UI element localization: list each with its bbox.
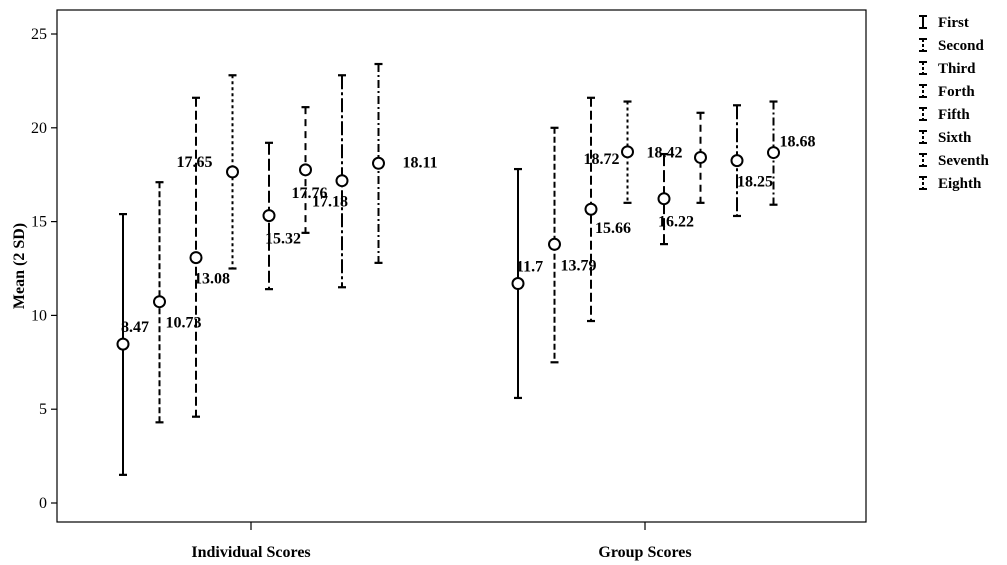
data-label: 17.65 — [177, 154, 213, 171]
error-bar-second: 13.79 — [548, 126, 597, 364]
legend-item-sixth: Sixth — [919, 130, 972, 146]
legend-label: Eighth — [938, 176, 982, 192]
data-label: 10.73 — [166, 315, 202, 332]
mean-point — [226, 165, 239, 179]
error-bar-eighth: 18.11 — [372, 62, 438, 264]
legend-item-forth: Forth — [919, 84, 975, 100]
legend-label: Fifth — [938, 107, 970, 123]
mean-point — [730, 154, 744, 168]
y-tick-label: 5 — [39, 401, 47, 418]
mean-point — [372, 156, 385, 170]
x-category-label: Group Scores — [598, 544, 691, 561]
error-bar-eighth: 18.68 — [767, 100, 816, 206]
error-bar-third: 13.08 — [189, 96, 230, 418]
data-label: 13.79 — [561, 257, 597, 274]
error-bar-seventh: 18.25 — [730, 104, 773, 218]
mean-point — [621, 145, 634, 159]
error-bar-second: 10.73 — [153, 181, 202, 424]
data-label: 15.32 — [265, 231, 301, 248]
data-label: 18.72 — [584, 151, 620, 168]
mean-point — [299, 163, 312, 177]
data-label: 16.22 — [658, 214, 694, 231]
error-bar-fifth: 15.32 — [262, 141, 301, 291]
legend-item-seventh: Seventh — [919, 153, 989, 169]
data-label: 13.08 — [194, 271, 230, 288]
mean-point — [189, 251, 203, 265]
data-label: 8.47 — [121, 319, 149, 336]
error-bar-seventh: 17.18 — [312, 74, 349, 289]
legend-item-eighth: Eighth — [919, 176, 982, 192]
y-tick-label: 20 — [31, 120, 47, 137]
y-tick-label: 25 — [31, 26, 47, 43]
legend-item-fifth: Fifth — [919, 107, 970, 123]
error-bar-first: 11.7 — [511, 167, 543, 400]
data-label: 18.11 — [403, 154, 438, 171]
data-label: 17.76 — [292, 185, 328, 202]
error-bar-third: 15.66 — [584, 96, 631, 323]
error-bar-fifth: 16.22 — [657, 152, 694, 246]
legend-label: Sixth — [938, 130, 972, 146]
error-bar-sixth: 18.42 — [647, 111, 707, 204]
legend-item-second: Second — [919, 38, 985, 54]
mean-point — [694, 150, 707, 164]
error-bar-first: 8.47 — [116, 212, 149, 476]
y-tick-label: 15 — [31, 214, 47, 231]
legend-label: Second — [938, 38, 985, 54]
x-category-label: Individual Scores — [191, 544, 310, 561]
legend-label: Third — [938, 61, 976, 77]
legend-label: Forth — [938, 84, 975, 100]
error-bar-forth: 17.65 — [177, 74, 239, 270]
plot-frame — [56, 9, 867, 523]
legend-label: First — [938, 15, 969, 31]
mean-point — [262, 209, 276, 223]
y-tick-label: 0 — [39, 495, 47, 512]
error-bar-forth: 18.72 — [584, 100, 634, 204]
data-label: 11.7 — [516, 259, 543, 276]
mean-point — [511, 277, 525, 291]
data-label: 18.68 — [780, 134, 816, 151]
data-label: 18.42 — [647, 144, 683, 161]
data-label: 15.66 — [595, 220, 631, 237]
legend-item-third: Third — [919, 61, 976, 77]
legend-item-first: First — [919, 15, 969, 31]
data-label: 17.18 — [312, 194, 348, 211]
data-label: 18.25 — [737, 174, 773, 191]
error-bar-sixth: 17.76 — [292, 106, 328, 234]
mean-point — [657, 192, 671, 206]
y-tick-label: 10 — [31, 307, 47, 324]
mean-point — [767, 146, 780, 160]
mean-point — [335, 174, 349, 188]
mean-point — [548, 237, 561, 251]
mean-point — [116, 337, 130, 351]
legend-label: Seventh — [938, 153, 989, 169]
y-axis-label: Mean (2 SD) — [11, 223, 28, 309]
mean-point — [584, 202, 598, 216]
mean-point — [153, 295, 166, 309]
